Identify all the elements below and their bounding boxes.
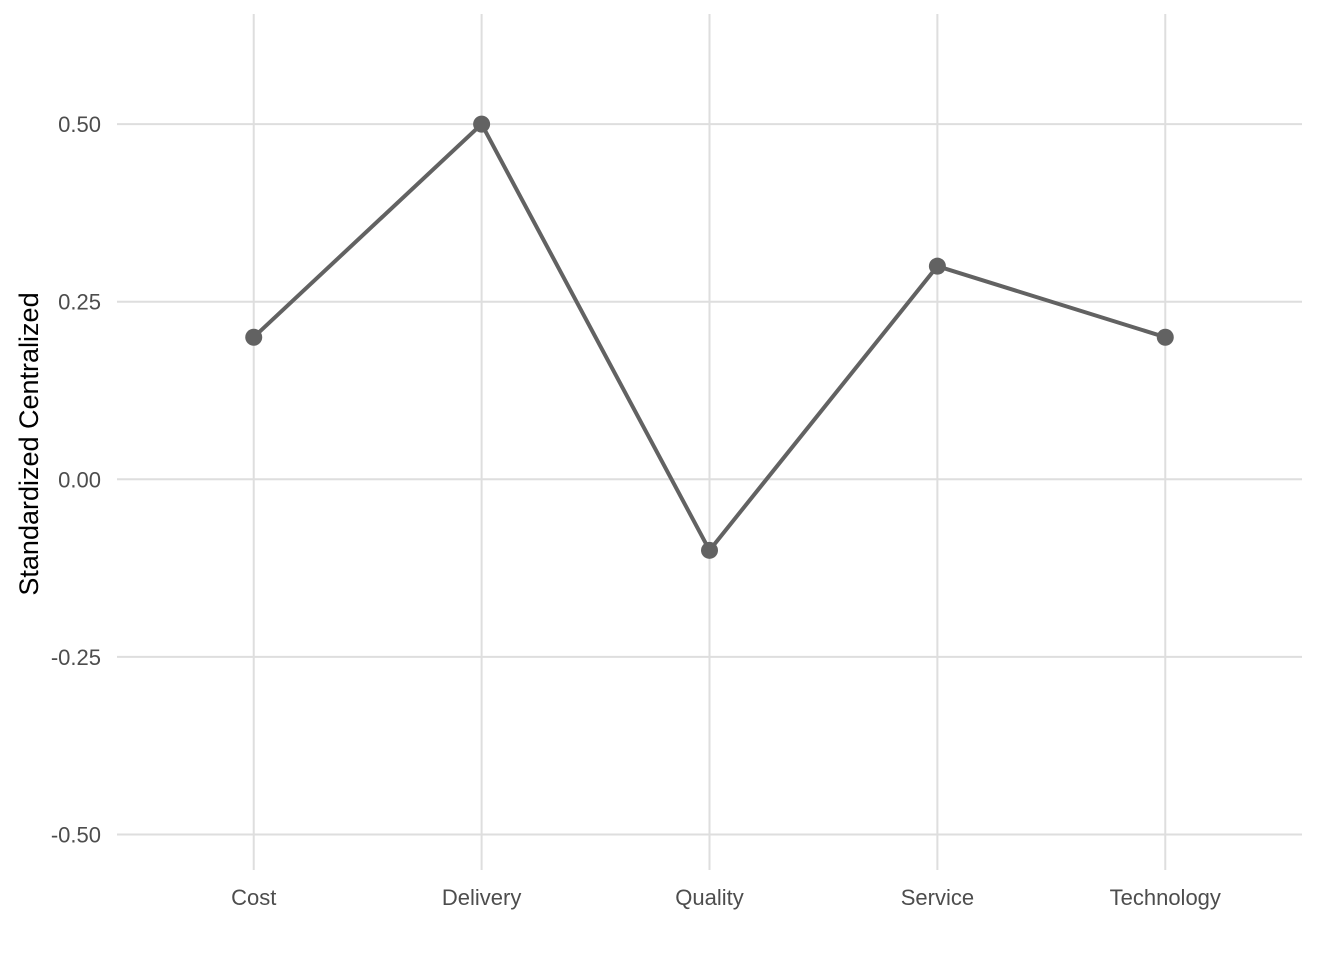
x-tick-label: Technology	[1110, 885, 1221, 910]
y-axis-title: Standardized Centralized	[14, 292, 44, 595]
x-tick-labels: Cost Delivery Quality Service Technology	[231, 885, 1221, 910]
y-tick-label: -0.25	[51, 645, 101, 670]
x-tick-label: Quality	[675, 885, 743, 910]
x-tick-label: Service	[901, 885, 974, 910]
x-tick-label: Delivery	[442, 885, 521, 910]
y-tick-label: -0.50	[51, 822, 101, 847]
series-layer	[245, 115, 1174, 559]
data-point	[701, 541, 718, 559]
data-point	[245, 328, 263, 346]
x-gridlines	[252, 14, 1167, 870]
data-point	[928, 257, 946, 275]
y-tick-labels: -0.50 -0.25 0.00 0.25 0.50	[51, 112, 101, 847]
data-point	[473, 115, 491, 133]
y-tick-label: 0.50	[58, 112, 101, 137]
y-tick-label: 0.00	[58, 467, 101, 492]
data-point	[1156, 328, 1174, 346]
x-tick-label: Cost	[231, 885, 276, 910]
y-tick-label: 0.25	[58, 290, 101, 315]
